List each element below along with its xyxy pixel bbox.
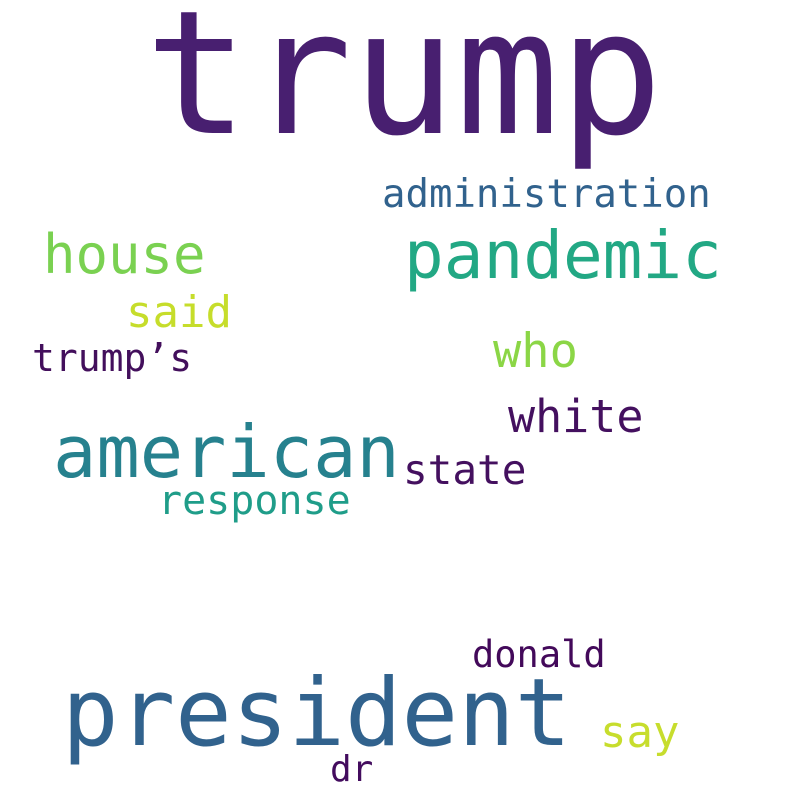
word-american: american bbox=[53, 410, 400, 494]
word-say: say bbox=[600, 707, 679, 758]
word-pandemic: pandemic bbox=[404, 217, 722, 294]
word-state: state bbox=[403, 446, 526, 494]
word-trump-s: trump’s bbox=[32, 336, 192, 380]
word-white: white bbox=[508, 390, 643, 443]
word-house: house bbox=[43, 223, 206, 286]
word-who: who bbox=[493, 324, 578, 379]
word-administration: administration bbox=[382, 172, 711, 217]
word-trump: trump bbox=[145, 0, 663, 174]
word-response: response bbox=[158, 478, 351, 524]
word-president: president bbox=[62, 659, 571, 768]
word-said: said bbox=[126, 287, 232, 338]
word-donald: donald bbox=[472, 633, 606, 676]
word-dr: dr bbox=[330, 749, 373, 790]
